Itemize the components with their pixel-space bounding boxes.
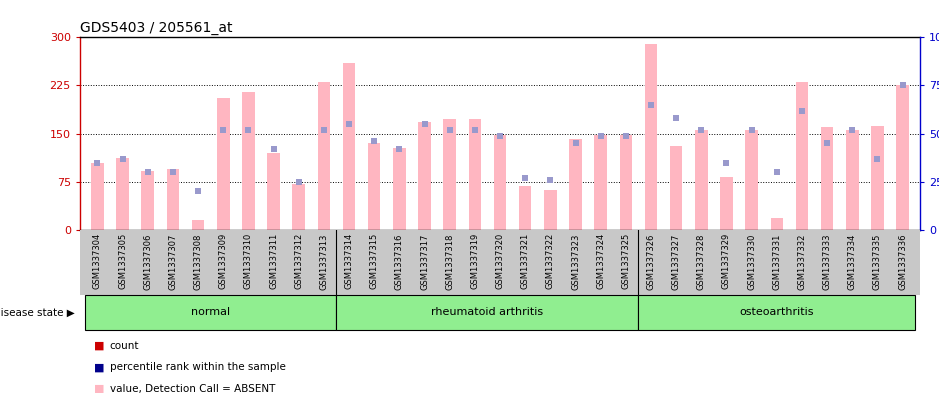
- Text: GSM1337335: GSM1337335: [873, 233, 882, 290]
- Text: GSM1337324: GSM1337324: [596, 233, 605, 289]
- Text: count: count: [110, 341, 139, 351]
- Text: GSM1337317: GSM1337317: [420, 233, 429, 290]
- Text: GSM1337312: GSM1337312: [294, 233, 303, 289]
- Text: GSM1337309: GSM1337309: [219, 233, 228, 289]
- Bar: [268, 153, 280, 230]
- Bar: [720, 177, 732, 230]
- Text: GSM1337334: GSM1337334: [848, 233, 856, 290]
- Bar: [443, 119, 456, 230]
- Text: GSM1337325: GSM1337325: [622, 233, 630, 289]
- Text: GSM1337331: GSM1337331: [772, 233, 781, 290]
- Bar: [620, 135, 632, 230]
- Bar: [846, 130, 858, 230]
- Text: percentile rank within the sample: percentile rank within the sample: [110, 362, 285, 373]
- Text: GSM1337308: GSM1337308: [193, 233, 203, 290]
- Text: GSM1337314: GSM1337314: [345, 233, 354, 289]
- Text: osteoarthritis: osteoarthritis: [740, 307, 814, 318]
- Bar: [821, 127, 834, 230]
- Bar: [897, 85, 909, 230]
- Bar: [116, 158, 129, 230]
- Text: GSM1337310: GSM1337310: [244, 233, 253, 289]
- Text: GSM1337311: GSM1337311: [269, 233, 278, 289]
- Bar: [343, 63, 355, 230]
- Text: GSM1337307: GSM1337307: [168, 233, 177, 290]
- Bar: [91, 162, 103, 230]
- Text: GSM1337322: GSM1337322: [546, 233, 555, 289]
- Bar: [639, 295, 916, 330]
- Bar: [317, 82, 331, 230]
- Bar: [771, 219, 783, 230]
- Text: GSM1337323: GSM1337323: [571, 233, 580, 290]
- Text: GSM1337326: GSM1337326: [646, 233, 655, 290]
- Bar: [292, 184, 305, 230]
- Bar: [217, 98, 229, 230]
- Bar: [393, 148, 406, 230]
- Text: rheumatoid arthritis: rheumatoid arthritis: [431, 307, 544, 318]
- Bar: [85, 295, 336, 330]
- Text: normal: normal: [192, 307, 230, 318]
- Bar: [746, 130, 758, 230]
- Bar: [242, 92, 254, 230]
- Text: value, Detection Call = ABSENT: value, Detection Call = ABSENT: [110, 384, 275, 393]
- Text: GSM1337306: GSM1337306: [144, 233, 152, 290]
- Bar: [695, 130, 708, 230]
- Bar: [670, 147, 683, 230]
- Bar: [544, 190, 557, 230]
- Bar: [192, 220, 205, 230]
- Text: GSM1337315: GSM1337315: [370, 233, 378, 289]
- Bar: [336, 295, 639, 330]
- Bar: [166, 169, 179, 230]
- Bar: [469, 119, 481, 230]
- Text: GSM1337327: GSM1337327: [671, 233, 681, 290]
- Text: GSM1337333: GSM1337333: [823, 233, 832, 290]
- Bar: [418, 122, 431, 230]
- Text: GSM1337319: GSM1337319: [470, 233, 479, 289]
- Text: ■: ■: [94, 362, 104, 373]
- Text: GSM1337304: GSM1337304: [93, 233, 102, 289]
- Bar: [645, 44, 657, 230]
- Bar: [519, 186, 531, 230]
- Bar: [871, 126, 884, 230]
- Bar: [368, 143, 380, 230]
- Text: GSM1337321: GSM1337321: [521, 233, 530, 289]
- Text: disease state ▶: disease state ▶: [0, 307, 75, 318]
- Bar: [795, 82, 808, 230]
- Text: GSM1337320: GSM1337320: [496, 233, 504, 289]
- Text: GSM1337318: GSM1337318: [445, 233, 454, 290]
- Text: GSM1337305: GSM1337305: [118, 233, 127, 289]
- Text: GDS5403 / 205561_at: GDS5403 / 205561_at: [80, 21, 232, 35]
- Bar: [494, 135, 506, 230]
- Text: GSM1337336: GSM1337336: [898, 233, 907, 290]
- Bar: [569, 139, 582, 230]
- Text: GSM1337332: GSM1337332: [797, 233, 807, 290]
- Text: GSM1337330: GSM1337330: [747, 233, 756, 290]
- Text: ■: ■: [94, 384, 104, 393]
- Bar: [594, 135, 607, 230]
- Text: ■: ■: [94, 341, 104, 351]
- Bar: [142, 171, 154, 230]
- Text: GSM1337316: GSM1337316: [395, 233, 404, 290]
- Text: GSM1337313: GSM1337313: [319, 233, 329, 290]
- Text: GSM1337328: GSM1337328: [697, 233, 706, 290]
- Text: GSM1337329: GSM1337329: [722, 233, 731, 289]
